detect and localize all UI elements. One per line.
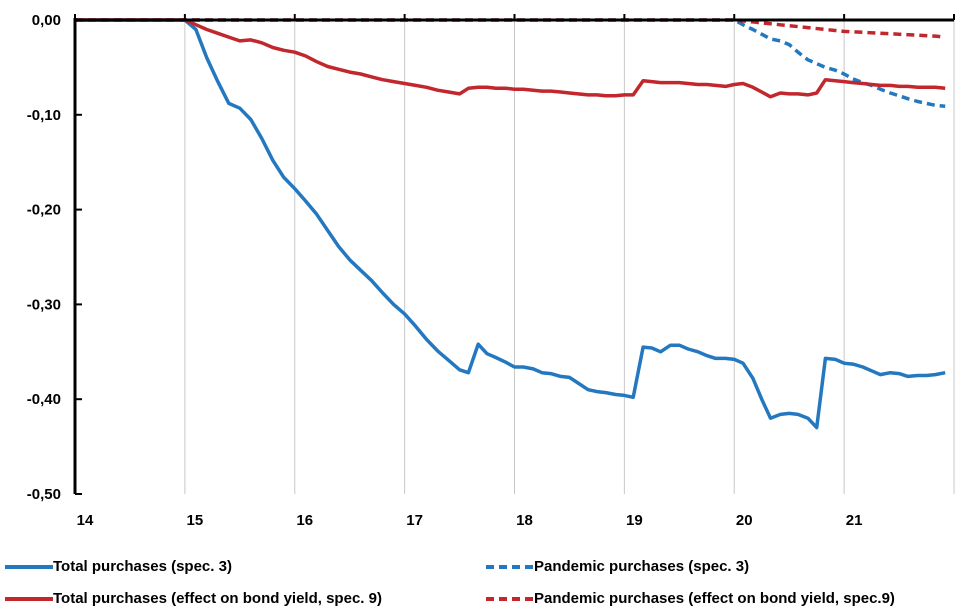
x-tick-label: 18 [516, 512, 533, 529]
y-tick-label: -0,20 [27, 202, 61, 219]
y-tick-label: -0,10 [27, 107, 61, 124]
series-line-1 [75, 18, 946, 430]
x-tick-label: 15 [187, 512, 204, 529]
series-line-2 [75, 18, 946, 109]
x-tick-label: 16 [296, 512, 313, 529]
x-tick-label: 17 [406, 512, 423, 529]
series-line-3 [75, 18, 946, 99]
y-tick-label: 0,00 [32, 12, 61, 29]
series-line-4 [75, 18, 946, 39]
legend-swatch-solid-red [5, 596, 53, 601]
series-group [75, 18, 946, 430]
legend-label: Pandemic purchases (effect on bond yield… [534, 590, 895, 607]
y-tick-label: -0,30 [27, 296, 61, 313]
x-axis-ticks: 14 15 16 17 18 19 20 21 [74, 14, 955, 529]
legend-swatch-dashed-blue [486, 564, 534, 569]
y-axis-ticks: 0,00 -0,10 -0,20 -0,30 -0,40 -0,50 [27, 12, 82, 503]
legend-label: Total purchases (effect on bond yield, s… [53, 590, 382, 607]
legend-item-pandemic-spec9: Pandemic purchases (effect on bond yield… [486, 590, 895, 607]
x-tick-label: 19 [626, 512, 643, 529]
legend-item-pandemic-spec3: Pandemic purchases (spec. 3) [486, 558, 749, 575]
y-tick-label: -0,50 [27, 486, 61, 503]
legend-label: Total purchases (spec. 3) [53, 558, 232, 575]
x-tick-label: 20 [736, 512, 753, 529]
legend-item-total-spec3: Total purchases (spec. 3) [5, 558, 232, 575]
x-tick-label: 21 [846, 512, 863, 529]
legend-label: Pandemic purchases (spec. 3) [534, 558, 750, 575]
x-tick-label: 14 [77, 512, 94, 529]
legend-swatch-solid-blue [5, 564, 53, 569]
y-tick-label: -0,40 [27, 391, 61, 408]
legend-item-total-spec9: Total purchases (effect on bond yield, s… [5, 590, 382, 607]
gridlines [184, 20, 955, 494]
legend-swatch-dashed-red [486, 596, 534, 601]
